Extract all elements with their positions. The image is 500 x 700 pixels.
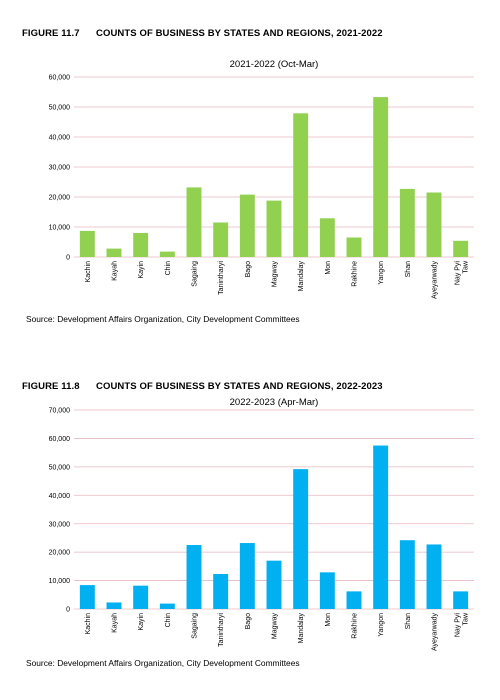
x-tick-label: Bago xyxy=(245,261,252,277)
bar-rakhine xyxy=(346,591,362,609)
x-tick-label: Mon xyxy=(325,261,332,275)
y-tick-label: 50,000 xyxy=(49,464,71,471)
x-tick-label: Mon xyxy=(325,613,332,627)
bar-mandalay xyxy=(293,469,309,609)
x-tick-label: Kayin xyxy=(138,261,145,279)
bar-mon xyxy=(319,218,335,257)
x-tick-label-part: Taw xyxy=(463,612,470,625)
x-tick-label: Mandalay xyxy=(298,613,305,644)
bar-yangon xyxy=(373,445,389,609)
bar-ayeyarwady xyxy=(426,544,442,609)
y-tick-label: 40,000 xyxy=(49,135,71,142)
x-tick-label: Mandalay xyxy=(298,261,305,292)
figure-number: FIGURE 11.8 xyxy=(22,381,80,392)
y-tick-label: 50,000 xyxy=(49,105,71,112)
bar-kayin xyxy=(133,233,149,257)
bar-tanintharyi xyxy=(213,222,229,257)
x-tick-label: Tanintharyi xyxy=(218,261,225,295)
bar-kayah xyxy=(106,602,122,609)
x-tick-label-part: Nay Pyi xyxy=(455,613,462,638)
x-tick-label: Magway xyxy=(272,261,279,288)
bar-mandalay xyxy=(293,113,309,257)
x-tick-label: Ayeyarwady xyxy=(432,261,439,300)
chart-title: 2021-2022 (Oct-Mar) xyxy=(230,59,319,70)
bar-chin xyxy=(159,603,175,609)
x-tick-label: Tanintharyi xyxy=(218,613,225,647)
bar-mon xyxy=(319,572,335,609)
y-tick-label: 10,000 xyxy=(49,578,71,585)
x-tick-label: Kachin xyxy=(85,261,92,283)
y-tick-label: 30,000 xyxy=(49,521,71,528)
bar-bago xyxy=(239,543,255,609)
x-tick-label-part: Nay Pyi xyxy=(455,261,462,286)
x-tick-label: Rakhine xyxy=(352,613,359,639)
bar-shan xyxy=(399,540,415,609)
bar-tanintharyi xyxy=(213,574,229,609)
bar-rakhine xyxy=(346,237,362,257)
bar-kayin xyxy=(133,585,149,609)
y-tick-label: 20,000 xyxy=(49,195,71,202)
figure-11-8-title: FIGURE 11.8 COUNTS OF BUSINESS BY STATES … xyxy=(22,381,383,392)
figure-11-8-source: Source: Development Affairs Organization… xyxy=(26,658,300,668)
x-tick-label: Rakhine xyxy=(352,261,359,287)
figure-number: FIGURE 11.7 xyxy=(22,28,80,39)
bar-nay-pyi-taw xyxy=(453,240,469,257)
bar-shan xyxy=(399,188,415,257)
x-tick-label: Magway xyxy=(272,613,279,640)
x-tick-label: Kachin xyxy=(85,613,92,635)
x-tick-label: Ayeyarwady xyxy=(432,613,439,652)
y-tick-label: 20,000 xyxy=(49,550,71,557)
bar-kachin xyxy=(79,585,95,609)
bar-chin xyxy=(159,251,175,257)
x-tick-label-part: Taw xyxy=(463,260,470,273)
y-tick-label: 40,000 xyxy=(49,493,71,500)
x-tick-label: Sagaing xyxy=(192,261,199,287)
x-tick-label: Chin xyxy=(165,613,172,628)
y-tick-label: 70,000 xyxy=(49,408,71,415)
bar-chart-2021-2022: 2021-2022 (Oct-Mar) 0 10,000 20,000 30,000 40… xyxy=(49,59,474,300)
y-tick-label: 0 xyxy=(66,255,70,262)
chart-title: 2022-2023 (Apr-Mar) xyxy=(230,397,319,408)
x-tick-label: Shan xyxy=(405,613,412,629)
bar-ayeyarwady xyxy=(426,192,442,257)
figure-11-7-title: FIGURE 11.7 COUNTS OF BUSINESS BY STATES … xyxy=(22,28,383,39)
bar-yangon xyxy=(373,97,389,257)
x-tick-label: Kayah xyxy=(112,261,119,281)
y-tick-label: 10,000 xyxy=(49,225,71,232)
x-tick-label: Yangon xyxy=(378,613,385,637)
x-tick-label: Bago xyxy=(245,613,252,629)
figure-caption: COUNTS OF BUSINESS BY STATES AND REGIONS… xyxy=(96,381,383,392)
y-tick-label: 60,000 xyxy=(49,436,71,443)
x-tick-label: Kayin xyxy=(138,613,145,631)
x-tick-label: Chin xyxy=(165,261,172,276)
x-tick-label: Yangon xyxy=(378,261,385,285)
x-tick-label: Nay PyiTaw xyxy=(455,612,470,637)
bar-magway xyxy=(266,560,282,609)
y-tick-label: 60,000 xyxy=(49,75,71,82)
bar-magway xyxy=(266,200,282,257)
y-tick-label: 0 xyxy=(66,607,70,614)
bar-bago xyxy=(239,194,255,257)
figure-caption: COUNTS OF BUSINESS BY STATES AND REGIONS… xyxy=(96,28,383,39)
x-tick-label: Sagaing xyxy=(192,613,199,639)
bar-sagaing xyxy=(186,545,202,609)
y-tick-label: 30,000 xyxy=(49,165,71,172)
bar-chart-2022-2023: 2022-2023 (Apr-Mar) 0 10,000 20,000 30,000 40… xyxy=(49,397,474,652)
bar-kachin xyxy=(79,230,95,257)
bar-nay-pyi-taw xyxy=(453,591,469,609)
bar-kayah xyxy=(106,248,122,257)
x-tick-label: Nay PyiTaw xyxy=(455,260,470,285)
bar-sagaing xyxy=(186,187,202,257)
x-tick-label: Kayah xyxy=(112,613,119,633)
figure-11-7-source: Source: Development Affairs Organization… xyxy=(26,314,300,324)
x-tick-label: Shan xyxy=(405,261,412,277)
